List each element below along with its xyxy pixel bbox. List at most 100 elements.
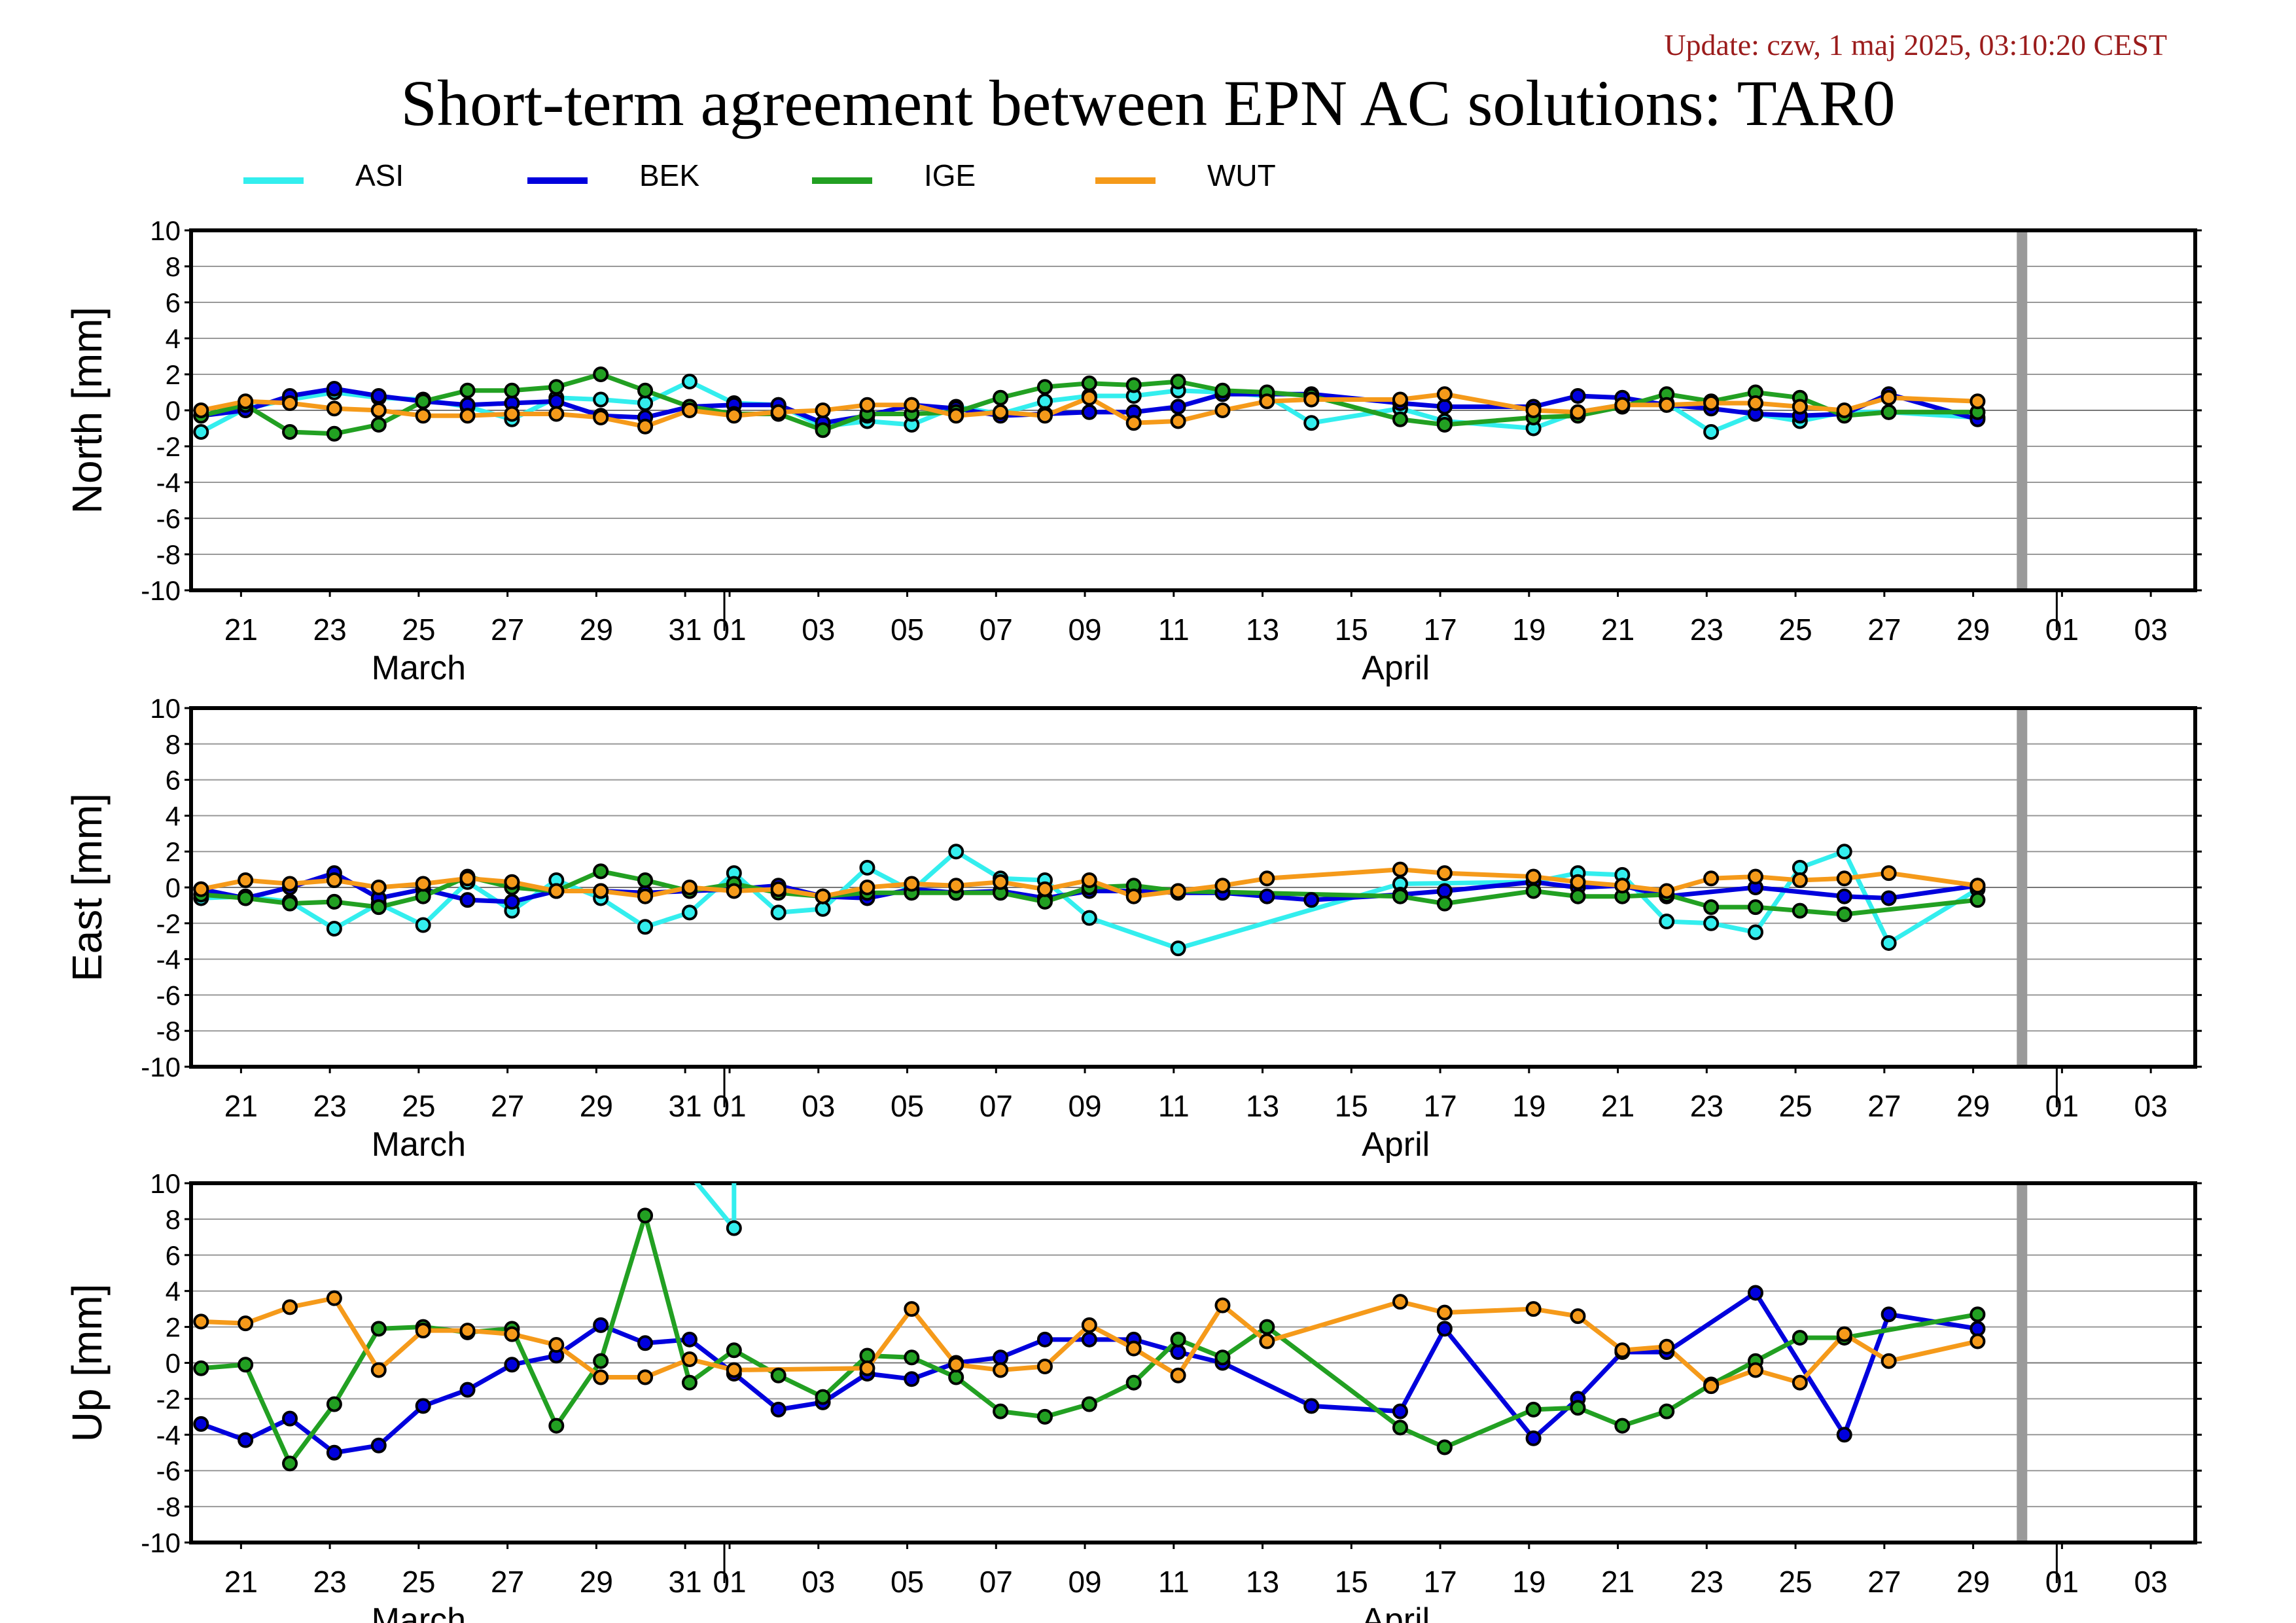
x-tick-label: 27 xyxy=(1867,613,1901,647)
data-point-ige xyxy=(238,1357,254,1373)
data-point-bek xyxy=(1259,888,1275,904)
x-tick-label: 15 xyxy=(1335,1089,1368,1123)
data-point-wut xyxy=(904,1301,920,1317)
data-point-wut xyxy=(1259,1333,1275,1349)
data-point-wut xyxy=(1703,395,1720,411)
data-point-wut xyxy=(1170,413,1186,429)
data-point-ige xyxy=(1969,892,1986,908)
data-point-bek xyxy=(593,1317,609,1333)
x-tick-label: 27 xyxy=(491,1565,524,1599)
data-point-wut xyxy=(770,881,786,897)
data-point-wut xyxy=(681,1351,698,1368)
data-point-bek xyxy=(904,1371,920,1387)
data-point-wut xyxy=(726,883,742,899)
x-tick-label: 01 xyxy=(2045,613,2079,647)
data-point-wut xyxy=(1081,1317,1097,1333)
data-point-wut xyxy=(993,404,1009,420)
x-tick-label: 29 xyxy=(1956,1089,1990,1123)
data-point-wut xyxy=(1614,1342,1631,1359)
data-point-wut xyxy=(326,1290,342,1306)
data-point-bek xyxy=(1436,399,1453,415)
x-tick-label: 19 xyxy=(1512,1089,1545,1123)
data-point-asi xyxy=(1303,415,1320,431)
data-point-bek xyxy=(1170,1344,1186,1361)
y-tick-label: 8 xyxy=(166,1204,181,1235)
x-tick-label: 07 xyxy=(980,613,1013,647)
x-tick-label: 23 xyxy=(313,1089,347,1123)
data-point-wut xyxy=(948,878,964,894)
x-tick-label: 29 xyxy=(580,1089,613,1123)
data-point-asi xyxy=(1836,844,1852,860)
series-group xyxy=(193,366,1986,442)
data-point-wut xyxy=(1748,1362,1764,1378)
data-point-wut xyxy=(370,880,387,895)
y-tick-label: 0 xyxy=(166,395,181,426)
data-point-wut xyxy=(1792,1374,1808,1391)
data-point-wut xyxy=(593,883,609,899)
data-point-bek xyxy=(770,1401,786,1418)
data-point-bek xyxy=(1881,890,1897,906)
data-point-wut xyxy=(1392,1294,1408,1310)
data-point-wut xyxy=(415,408,431,424)
data-point-wut xyxy=(593,1369,609,1385)
data-point-bek xyxy=(993,1349,1009,1366)
data-point-wut xyxy=(193,1313,209,1330)
legend-swatch-ige xyxy=(812,177,872,184)
data-point-asi xyxy=(637,395,654,411)
data-point-wut xyxy=(1703,1378,1720,1395)
y-tick-label: 10 xyxy=(150,215,181,246)
data-point-ige xyxy=(370,1321,387,1337)
data-point-ige xyxy=(859,1347,875,1364)
data-point-wut xyxy=(1748,395,1764,411)
data-point-ige xyxy=(415,888,431,904)
data-point-bek xyxy=(1436,883,1453,899)
data-point-bek xyxy=(681,1331,698,1347)
data-point-wut xyxy=(238,1315,254,1332)
x-tick-label: 27 xyxy=(491,613,524,647)
x-tick-label: 27 xyxy=(491,1089,524,1123)
data-point-wut xyxy=(1436,386,1453,402)
data-point-wut xyxy=(681,402,698,418)
data-point-ige xyxy=(1525,883,1542,899)
data-point-asi xyxy=(326,921,342,937)
data-point-wut xyxy=(504,874,520,890)
data-point-bek xyxy=(1081,1331,1097,1347)
x-tick-label: 05 xyxy=(891,1565,924,1599)
y-tick-label: -8 xyxy=(156,1016,181,1046)
x-tick-label: 07 xyxy=(980,1565,1013,1599)
data-point-ige xyxy=(326,1396,342,1412)
y-tick-label: 10 xyxy=(150,693,181,724)
y-tick-label: -4 xyxy=(156,944,181,975)
data-point-bek xyxy=(282,1410,298,1427)
y-tick-label: 6 xyxy=(166,765,181,796)
data-point-wut xyxy=(282,395,298,411)
y-tick-label: 2 xyxy=(166,1312,181,1343)
data-point-wut xyxy=(859,880,875,895)
data-point-asi xyxy=(1036,393,1053,410)
data-point-bek xyxy=(370,1437,387,1454)
x-tick-label: 29 xyxy=(1956,613,1990,647)
data-point-asi xyxy=(859,859,875,876)
panel-3: 10 8 6 4 2 0 -2 -4 -6 -8 -10 21 23 25 27 29 31 01 03 05 07 09… xyxy=(63,1168,2202,1623)
data-point-wut xyxy=(1036,408,1053,424)
data-point-bek xyxy=(548,393,565,410)
y-tick-label: -4 xyxy=(156,1419,181,1450)
x-tick-label: 01 xyxy=(713,613,746,647)
data-point-bek xyxy=(1036,1331,1053,1347)
month-label: March xyxy=(372,1601,466,1623)
series-line-bek xyxy=(200,1290,1978,1455)
data-point-wut xyxy=(1170,1367,1186,1383)
data-point-wut xyxy=(1214,402,1231,418)
data-point-wut xyxy=(1081,872,1097,889)
data-point-bek xyxy=(415,1398,431,1414)
x-tick-label: 21 xyxy=(1601,1565,1634,1599)
data-point-wut xyxy=(815,888,831,904)
data-point-wut xyxy=(1525,402,1542,418)
data-point-wut xyxy=(370,402,387,418)
data-point-ige xyxy=(1436,895,1453,912)
legend-swatch-asi xyxy=(243,177,304,184)
data-point-ige xyxy=(1259,1319,1275,1335)
data-point-wut xyxy=(815,402,831,418)
data-point-wut xyxy=(1125,1340,1142,1357)
x-tick-label: 03 xyxy=(2134,1089,2168,1123)
